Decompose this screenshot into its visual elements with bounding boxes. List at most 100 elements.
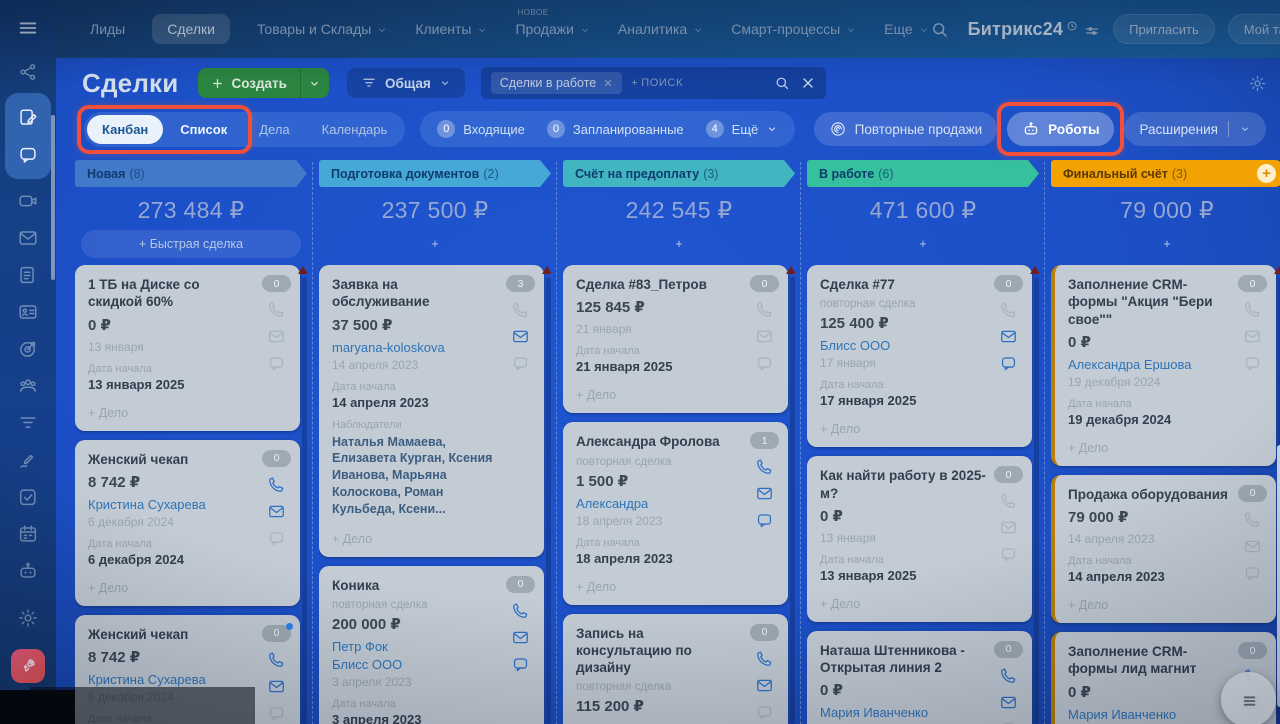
chat-icon[interactable] (511, 655, 530, 674)
quick-deal-button[interactable]: + Быстрая сделка (81, 230, 301, 258)
chat-icon[interactable] (1243, 564, 1262, 583)
counter-incoming[interactable]: 0 Входящие (437, 120, 525, 138)
phone-icon[interactable] (267, 300, 286, 319)
mail-icon[interactable] (755, 327, 774, 346)
nav-item-еще[interactable]: Еще (884, 21, 930, 37)
chat-icon[interactable] (999, 354, 1018, 373)
invite-button[interactable]: Пригласить (1113, 14, 1215, 44)
view-tab-activities[interactable]: Дела (244, 115, 304, 144)
calendar-icon[interactable] (17, 523, 39, 545)
column-header[interactable]: В работе (6) (807, 160, 1039, 187)
deal-card[interactable]: 0 Заполнение CRM-формы "Акция "Бери свое"… (1051, 265, 1276, 466)
my-plan-button[interactable]: Мой тариф (1227, 14, 1280, 44)
phone-icon[interactable] (755, 300, 774, 319)
deal-card[interactable]: 0 Сделка #77 повторная сделка 125 400 ₽ Блис… (807, 265, 1032, 448)
client-link[interactable]: Мария Иванченко (1068, 706, 1177, 722)
kanban-settings-fab[interactable] (1221, 672, 1276, 724)
add-deal-button[interactable]: + (1163, 237, 1171, 251)
mail-icon[interactable] (755, 484, 774, 503)
nav-item-лиды[interactable]: Лиды (90, 21, 125, 37)
deal-card[interactable]: 0 Продажа оборудования 79 000 ₽ 14 апреля 2… (1051, 474, 1276, 624)
robot-icon[interactable] (17, 560, 39, 582)
mail-icon[interactable] (511, 327, 530, 346)
nav-item-аналитика[interactable]: Аналитика (618, 21, 704, 37)
filter-chip[interactable]: Сделки в работе (490, 72, 623, 94)
document-edit-icon[interactable] (17, 107, 39, 129)
extensions-button[interactable]: Расширения (1124, 112, 1266, 146)
phone-icon[interactable] (267, 475, 286, 494)
column-scroll-arrow[interactable] (1274, 266, 1280, 274)
client-link[interactable]: Блисс ООО (820, 338, 891, 354)
clear-search-icon[interactable] (800, 75, 816, 91)
chat-icon[interactable] (17, 144, 39, 166)
column-header[interactable]: Новая (8) (75, 160, 307, 187)
contact-card-icon[interactable] (17, 301, 39, 323)
column-scroll-arrow[interactable] (298, 266, 307, 274)
phone-icon[interactable] (999, 491, 1018, 510)
mail-icon[interactable] (267, 502, 286, 521)
nav-item-товары-и-склады[interactable]: Товары и Склады (257, 21, 388, 37)
phone-icon[interactable] (511, 300, 530, 319)
sales-funnel-icon[interactable] (17, 412, 39, 434)
mail-icon[interactable] (999, 518, 1018, 537)
e-sign-icon[interactable] (17, 449, 39, 471)
mail-icon[interactable] (999, 327, 1018, 346)
add-activity-link[interactable]: + Дело (576, 388, 617, 403)
add-activity-link[interactable]: + Дело (820, 596, 861, 611)
sidebar-scrollbar[interactable] (51, 115, 55, 280)
global-search-icon[interactable] (930, 20, 949, 39)
add-deal-button[interactable]: + (919, 237, 927, 251)
mail-icon[interactable] (1243, 327, 1262, 346)
phone-icon[interactable] (999, 300, 1018, 319)
mail-icon[interactable] (755, 676, 774, 695)
column-header[interactable]: Подготовка документов (2) (319, 160, 551, 187)
crm-target-icon[interactable] (17, 338, 39, 360)
news-feed-icon[interactable] (17, 264, 39, 286)
column-header[interactable]: Финальный счёт (3) + (1051, 160, 1280, 187)
add-deal-button[interactable]: + (431, 237, 439, 251)
view-tab-list[interactable]: Список (165, 115, 242, 144)
create-deal-button[interactable]: Создать (198, 68, 329, 98)
robots-button[interactable]: Роботы (1007, 112, 1115, 146)
column-scroll-arrow[interactable] (786, 266, 795, 274)
client-link[interactable]: Кристина Сухарева (88, 672, 206, 688)
mail-icon[interactable] (511, 628, 530, 647)
client-link[interactable]: Петр Фок (332, 639, 388, 655)
mail-icon[interactable] (999, 693, 1018, 712)
view-tab-calendar[interactable]: Календарь (307, 115, 403, 144)
add-activity-link[interactable]: + Дело (1068, 440, 1109, 455)
nav-item-смарт-процессы[interactable]: Смарт-процессы (731, 21, 857, 37)
rocket-icon[interactable] (11, 648, 45, 683)
client-link[interactable]: Александра Ершова (1068, 356, 1192, 372)
repeat-sales-button[interactable]: Повторные продажи (813, 112, 998, 146)
add-activity-link[interactable]: + Дело (820, 422, 861, 437)
chat-icon[interactable] (755, 703, 774, 722)
mail-icon[interactable] (17, 227, 39, 249)
gear-icon[interactable] (17, 607, 39, 629)
mail-icon[interactable] (267, 327, 286, 346)
phone-icon[interactable] (1243, 510, 1262, 529)
phone-icon[interactable] (1243, 300, 1262, 319)
client-link[interactable]: maryana-koloskova (332, 339, 445, 355)
add-stage-icon[interactable]: + (1257, 164, 1276, 183)
view-tab-kanban[interactable]: Канбан (87, 114, 164, 144)
deal-card[interactable]: 3 Заявка на обслуживание 37 500 ₽ maryana-k… (319, 265, 544, 557)
tasks-icon[interactable] (17, 486, 39, 508)
deal-card[interactable]: 0 Запись на консультацию по дизайну повтор… (563, 613, 788, 724)
add-activity-link[interactable]: + Дело (88, 405, 129, 420)
chat-icon[interactable] (267, 354, 286, 373)
add-activity-link[interactable]: + Дело (332, 531, 373, 546)
deal-card[interactable]: 0 1 ТБ на Диске со скидкой 60% 0 ₽ 13 январ… (75, 265, 300, 431)
deal-card[interactable]: 0 Наташа Штенникова - Открытая линия 2 0 ₽… (807, 630, 1032, 724)
phone-icon[interactable] (511, 601, 530, 620)
phone-icon[interactable] (755, 457, 774, 476)
page-settings-gear-icon[interactable] (1248, 74, 1267, 93)
add-deal-button[interactable]: + (675, 237, 683, 251)
phone-icon[interactable] (267, 650, 286, 669)
counter-more[interactable]: 4 Ещё (705, 120, 779, 138)
deal-card[interactable]: 1 Александра Фролова повторная сделка 1 500… (563, 422, 788, 605)
mail-icon[interactable] (267, 677, 286, 696)
client-link[interactable]: Мария Иванченко (820, 705, 929, 721)
filter-search-field[interactable]: Сделки в работе + поиск (480, 67, 826, 99)
chip-close-icon[interactable] (603, 78, 613, 88)
